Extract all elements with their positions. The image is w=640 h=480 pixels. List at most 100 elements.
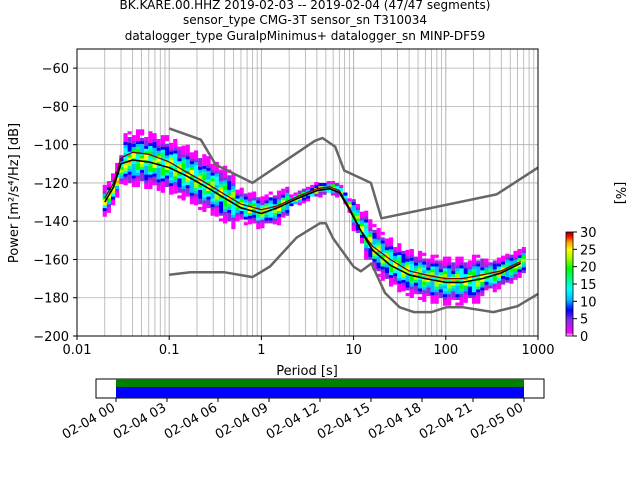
histogram-cell	[169, 177, 174, 181]
histogram-cell	[471, 257, 477, 261]
time-tick-label: 02-04 21	[417, 400, 475, 442]
histogram-cell	[148, 165, 153, 169]
histogram-cell	[364, 250, 369, 255]
histogram-cell	[318, 191, 323, 195]
histogram-cell	[148, 177, 153, 181]
histogram-cell	[218, 209, 224, 213]
histogram-cell	[185, 173, 190, 177]
histogram-cell	[148, 162, 153, 167]
histogram-cell	[384, 244, 389, 248]
histogram-cell	[227, 201, 232, 205]
histogram-cell	[181, 188, 186, 192]
histogram-cell	[330, 192, 336, 196]
histogram-cell	[223, 194, 228, 198]
histogram-cell	[517, 271, 522, 276]
histogram-cell	[285, 186, 290, 190]
histogram-cell	[463, 299, 468, 303]
histogram-cell	[355, 212, 360, 216]
histogram-cell	[471, 300, 477, 304]
histogram-cell	[359, 228, 365, 233]
histogram-cell	[169, 191, 174, 195]
histogram-cell	[355, 206, 360, 211]
histogram-cell	[119, 169, 124, 173]
histogram-cell	[218, 172, 224, 176]
histogram-cell	[372, 244, 377, 248]
histogram-cell	[517, 269, 522, 273]
x-axis-ticks: 0.01 0.1 1 10 100 1000	[63, 336, 555, 358]
histogram-cell	[169, 162, 174, 167]
histogram-cell	[430, 291, 435, 296]
histogram-cell	[347, 203, 352, 208]
histogram-cell	[152, 141, 157, 145]
histogram-cell	[314, 190, 319, 194]
histogram-cell	[185, 156, 190, 160]
histogram-cell	[152, 156, 157, 160]
histogram-cell	[492, 277, 497, 281]
histogram-cell	[306, 189, 311, 193]
histogram-cell	[115, 177, 120, 181]
histogram-cell	[418, 276, 423, 280]
histogram-cell	[471, 254, 477, 258]
histogram-cell	[467, 274, 472, 278]
histogram-cell	[156, 167, 161, 171]
histogram-cell	[513, 253, 518, 257]
histogram-cell	[376, 250, 381, 255]
histogram-cell	[393, 275, 398, 279]
histogram-cell	[364, 225, 369, 229]
histogram-cell	[492, 274, 497, 278]
histogram-cell	[380, 243, 385, 247]
histogram-cell	[397, 283, 402, 287]
histogram-cell	[476, 291, 481, 296]
histogram-cell	[110, 199, 116, 203]
histogram-cell	[496, 266, 502, 270]
histogram-cell	[442, 302, 448, 306]
histogram-cell	[160, 175, 165, 179]
colorbar-label: [%]	[612, 182, 627, 205]
histogram-cell	[247, 209, 253, 213]
time-tick-label: 02-04 00	[60, 400, 118, 442]
histogram-cell	[123, 173, 128, 177]
histogram-cell	[210, 195, 215, 199]
histogram-cell	[131, 178, 136, 182]
histogram-cell	[152, 138, 157, 143]
histogram-cell	[434, 300, 439, 304]
histogram-cell	[160, 149, 165, 153]
histogram-cell	[351, 207, 356, 211]
histogram-cell	[131, 175, 136, 179]
histogram-cell	[376, 233, 381, 237]
histogram-cell	[455, 296, 460, 300]
histogram-cell	[413, 282, 419, 286]
coverage-bar-used	[116, 379, 524, 387]
histogram-cell	[368, 256, 373, 260]
histogram-cell	[434, 291, 439, 296]
histogram-cell	[214, 199, 219, 203]
histogram-cell	[127, 157, 132, 161]
histogram-cell	[223, 214, 228, 218]
histogram-cell	[148, 148, 153, 152]
histogram-cell	[164, 149, 170, 153]
histogram-cell	[480, 290, 485, 294]
histogram-cell	[276, 207, 282, 211]
histogram-cell	[198, 172, 203, 176]
histogram-cell	[480, 258, 485, 262]
histogram-cell	[330, 189, 336, 193]
histogram-cell	[218, 183, 224, 188]
histogram-cell	[380, 263, 385, 267]
histogram-cell	[368, 227, 373, 232]
histogram-cell	[214, 204, 219, 209]
histogram-cell	[496, 274, 502, 278]
histogram-cell	[422, 290, 427, 294]
histogram-cell	[135, 143, 141, 147]
histogram-cell	[401, 268, 406, 272]
histogram-cell	[181, 197, 186, 201]
histogram-cell	[418, 253, 423, 257]
histogram-cell	[501, 278, 506, 282]
histogram-cell	[484, 267, 489, 271]
histogram-cell	[455, 302, 460, 306]
histogram-cell	[181, 185, 186, 189]
histogram-cell	[397, 257, 402, 261]
histogram-cell	[513, 273, 518, 277]
histogram-cell	[413, 256, 419, 260]
histogram-cell	[193, 156, 199, 160]
histogram-cell	[247, 198, 253, 202]
